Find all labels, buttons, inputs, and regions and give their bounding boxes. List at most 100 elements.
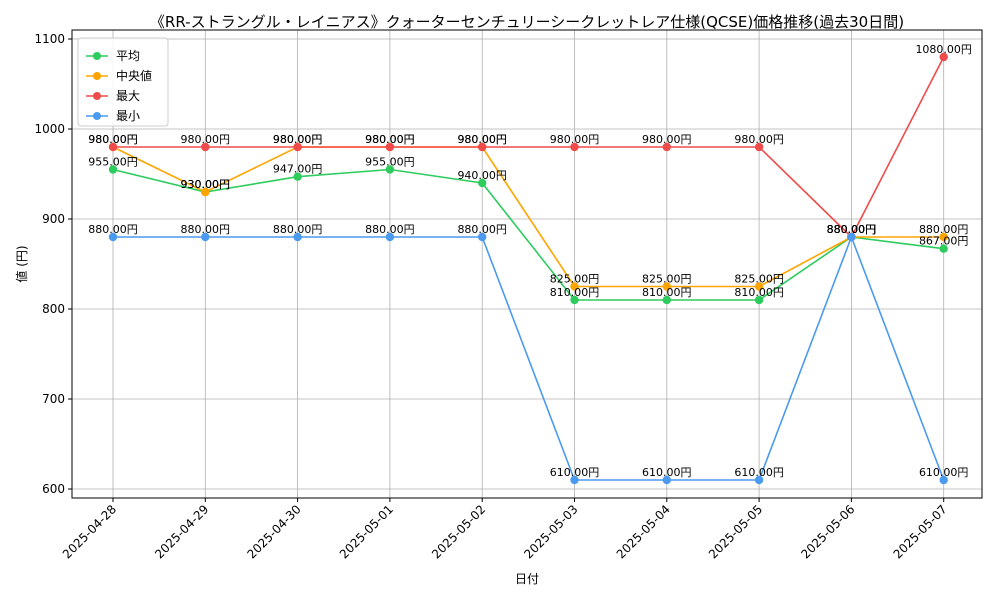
data-point: [662, 142, 671, 152]
data-point: [201, 232, 210, 242]
data-point: [201, 187, 210, 197]
data-label: 810.00円: [734, 286, 784, 299]
data-label: 980.00円: [365, 133, 415, 146]
data-point: [570, 475, 579, 485]
data-label: 880.00円: [919, 223, 969, 236]
data-label: 610.00円: [550, 466, 600, 479]
data-point: [662, 282, 671, 291]
data-label: 880.00円: [827, 223, 877, 236]
data-label: 947.00円: [273, 163, 323, 176]
data-point: [570, 282, 579, 291]
data-point: [201, 142, 210, 152]
data-point: [478, 142, 487, 152]
data-label: 880.00円: [827, 223, 877, 236]
data-point: [385, 165, 395, 174]
data-label: 880.00円: [457, 223, 507, 236]
data-point: [847, 232, 856, 242]
data-label: 610.00円: [919, 466, 969, 479]
data-label: 980.00円: [642, 133, 692, 146]
data-point: [108, 142, 118, 152]
y-axis-label: 値 (円): [14, 245, 29, 282]
data-label: 980.00円: [88, 133, 138, 146]
data-label: 940.00円: [457, 169, 507, 182]
legend-swatch-marker: [93, 112, 101, 120]
data-label: 955.00円: [88, 156, 138, 169]
data-label: 880.00円: [181, 223, 231, 236]
data-point: [385, 142, 395, 152]
data-label: 825.00円: [550, 273, 600, 286]
data-label: 980.00円: [457, 133, 507, 146]
data-point: [754, 142, 764, 152]
data-point: [478, 178, 487, 188]
data-label: 810.00円: [550, 286, 600, 299]
series-layer: [108, 52, 948, 485]
data-label: 980.00円: [734, 133, 784, 146]
data-point: [108, 165, 118, 174]
y-tick-label: 900: [42, 212, 65, 226]
series-line: [112, 168, 944, 301]
data-point: [939, 232, 948, 242]
series-line: [113, 234, 945, 481]
data-label: 980.00円: [550, 133, 600, 146]
data-point: [662, 295, 671, 305]
data-label: 825.00円: [642, 273, 692, 286]
data-label: 980.00円: [273, 133, 323, 146]
grid-layer: [72, 30, 982, 498]
data-label-layer: 955.00円 930.00円 947.00円 955.00円 940.00円 810.0…: [88, 43, 972, 479]
data-point: [385, 232, 395, 242]
data-label: 880.00円: [827, 223, 877, 236]
data-label: 825.00円: [734, 273, 784, 286]
data-point: [293, 232, 302, 242]
data-label: 930.00円: [181, 178, 231, 191]
data-label: 880.00円: [827, 223, 877, 236]
data-label: 867.00円: [919, 235, 969, 248]
legend-box: [77, 37, 169, 127]
data-label: 980.00円: [457, 133, 507, 146]
y-tick-label: 1000: [34, 122, 65, 136]
data-point: [754, 282, 764, 291]
data-label: 810.00円: [642, 286, 692, 299]
data-point: [754, 475, 764, 485]
y-tick-label: 800: [42, 302, 65, 316]
legend-swatch-marker: [93, 72, 101, 80]
legend-label: 平均: [116, 49, 140, 63]
y-tick-label: 600: [42, 482, 65, 496]
data-label: 1080.00円: [915, 43, 972, 56]
plot-frame: [71, 29, 983, 499]
legend-label: 中央値: [116, 68, 152, 83]
data-label: 930.00円: [181, 178, 231, 191]
data-label: 610.00円: [734, 466, 784, 479]
data-point: [939, 244, 948, 253]
data-label: 980.00円: [273, 133, 323, 146]
data-point: [293, 142, 302, 152]
data-point: [570, 295, 579, 305]
y-tick-label: 700: [42, 392, 65, 406]
data-label: 880.00円: [365, 223, 415, 236]
data-label: 980.00円: [88, 133, 138, 146]
legend-label: 最小: [116, 109, 140, 123]
data-label: 610.00円: [642, 466, 692, 479]
series-line: [113, 56, 945, 239]
data-point: [939, 52, 948, 62]
data-point: [478, 232, 487, 242]
data-label: 880.00円: [88, 223, 138, 236]
data-point: [293, 172, 302, 181]
chart-title: 《RR-ストラングル・レイニアス》クォーターセンチュリーシークレットレア仕様(Q…: [150, 13, 904, 31]
data-point: [754, 295, 764, 305]
series-line: [112, 146, 944, 288]
data-point: [662, 475, 671, 485]
x-axis-label: 日付: [515, 572, 539, 586]
data-point: [939, 475, 948, 485]
data-label: 980.00円: [365, 133, 415, 146]
legend-label: 最大: [116, 89, 140, 103]
data-point: [570, 142, 579, 152]
y-tick-label: 1100: [34, 32, 65, 46]
data-label: 880.00円: [273, 223, 323, 236]
legend-swatch-marker: [93, 52, 101, 60]
data-label: 955.00円: [365, 156, 415, 169]
data-point: [108, 232, 118, 242]
data-label: 980.00円: [181, 133, 231, 146]
